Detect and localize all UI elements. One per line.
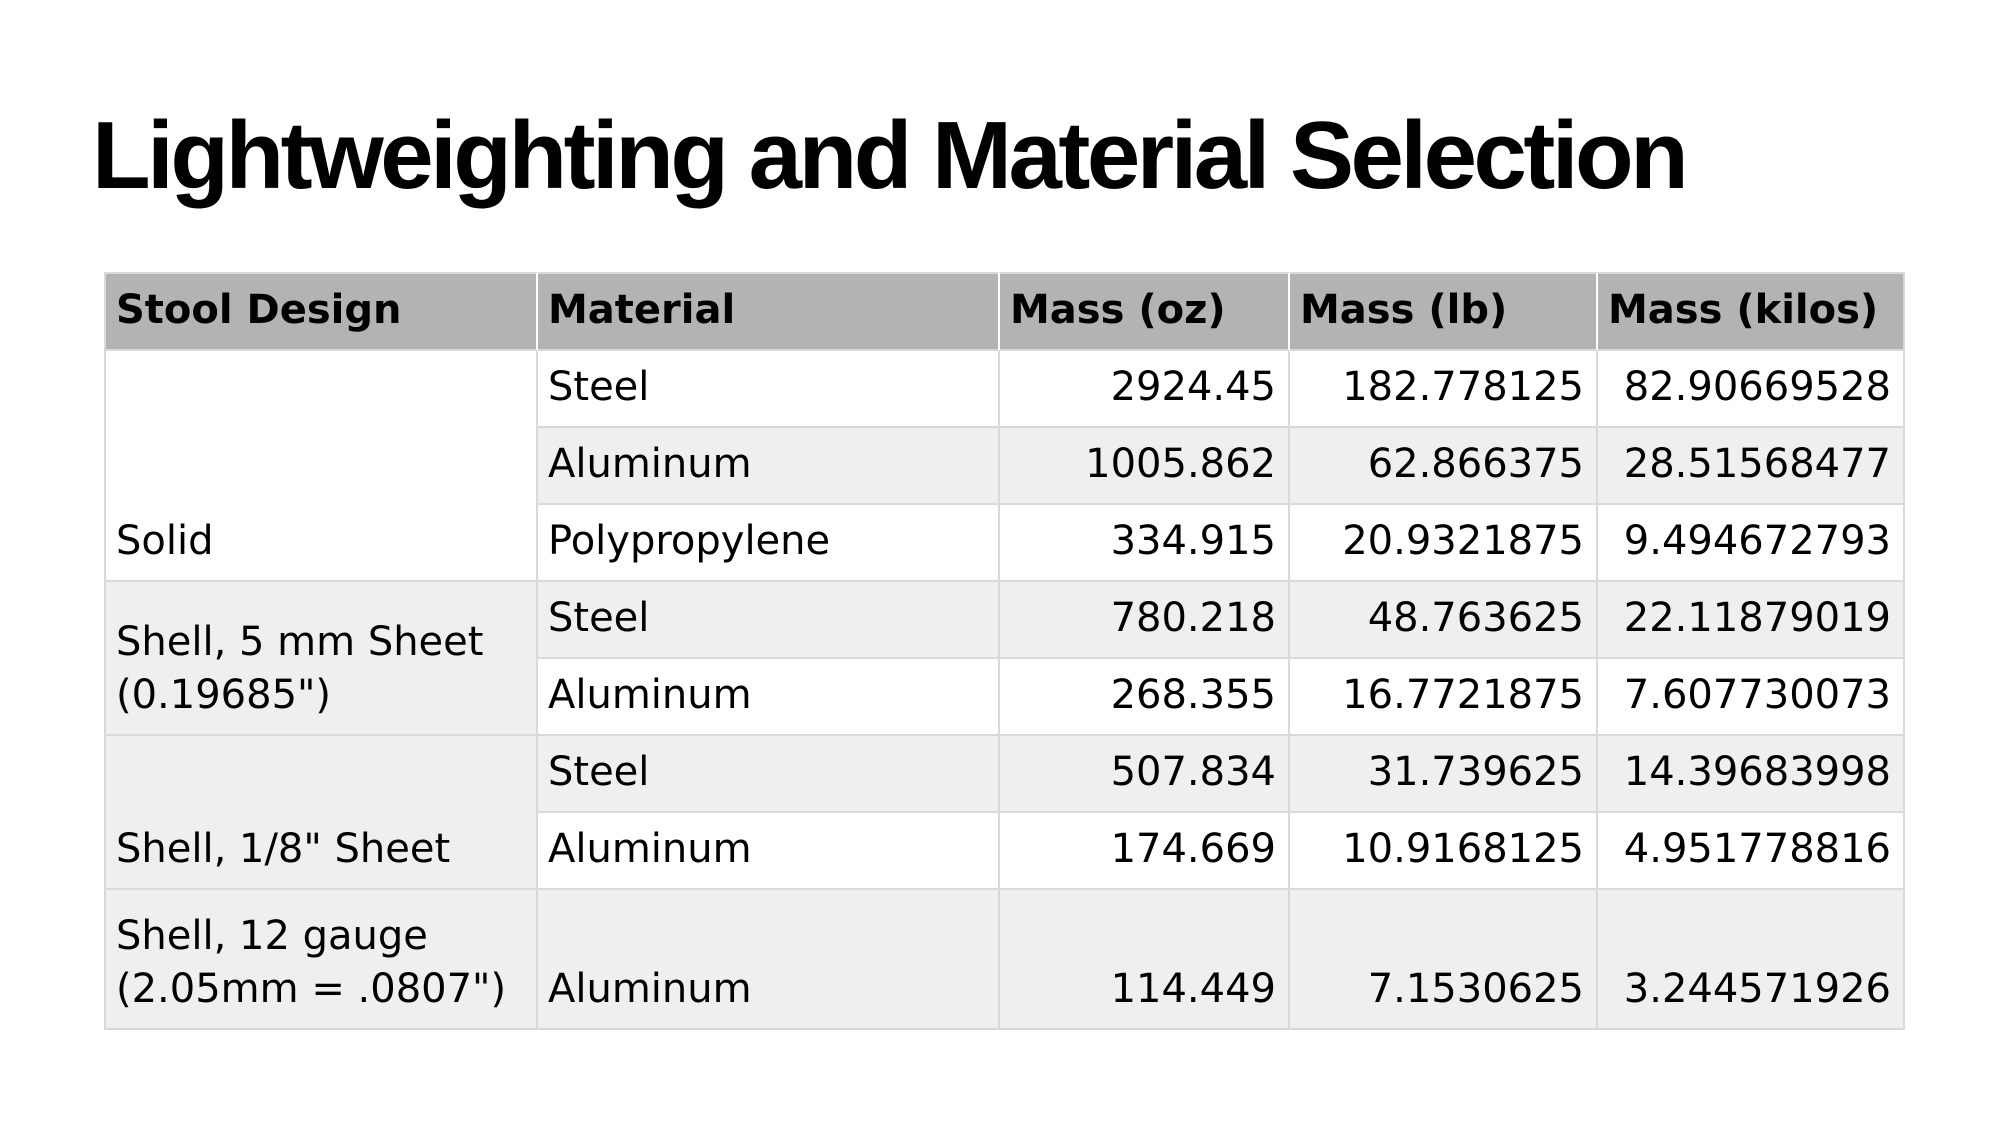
mass-oz-cell: 1005.862	[1000, 428, 1290, 505]
column-header-mass-lb: Mass (lb)	[1290, 272, 1598, 351]
mass-kilos-cell: 82.90669528	[1598, 351, 1905, 428]
mass-oz-cell: 174.669	[1000, 813, 1290, 890]
design-cell-shell-12-gauge: Shell, 12 gauge (2.05mm = .0807")	[104, 890, 538, 1030]
material-cell: Aluminum	[538, 813, 1000, 890]
material-cell: Steel	[538, 736, 1000, 813]
material-cell: Aluminum	[538, 659, 1000, 736]
design-label-line: Shell, 5 mm Sheet	[116, 619, 484, 666]
mass-lb-cell: 16.7721875	[1290, 659, 1598, 736]
mass-kilos-cell: 9.494672793	[1598, 505, 1905, 582]
mass-oz-cell: 114.449	[1000, 890, 1290, 1030]
mass-oz-cell: 268.355	[1000, 659, 1290, 736]
table-row: Aluminum 268.355 16.7721875 7.607730073	[104, 659, 1905, 736]
table-row: Shell, 5 mm Sheet (0.19685") Steel 780.2…	[104, 582, 1905, 736]
material-cell: Steel	[538, 351, 1000, 428]
mass-lb-cell: 48.763625	[1290, 582, 1598, 659]
mass-table: Stool Design Material Mass (oz) Mass (lb…	[104, 272, 1905, 1030]
mass-kilos-cell: 7.607730073	[1598, 659, 1905, 736]
material-cell: Polypropylene	[538, 505, 1000, 582]
mass-lb-cell: 10.9168125	[1290, 813, 1598, 890]
column-header-mass-oz: Mass (oz)	[1000, 272, 1290, 351]
column-header-material: Material	[538, 272, 1000, 351]
slide-title: Lightweighting and Material Selection	[92, 102, 1689, 209]
design-label-line: (0.19685")	[116, 672, 332, 719]
mass-lb-cell: 31.739625	[1290, 736, 1598, 813]
material-cell: Steel	[538, 582, 1000, 659]
table-row: Aluminum 174.669 10.9168125 4.951778816	[104, 813, 1905, 890]
design-label-line: (2.05mm = .0807")	[116, 966, 507, 1013]
mass-kilos-cell: 22.11879019	[1598, 582, 1905, 659]
design-cell-shell-one-eighth: Shell, 1/8" Sheet	[104, 736, 538, 890]
table-header-row: Stool Design Material Mass (oz) Mass (lb…	[104, 272, 1905, 351]
table-row: Aluminum 1005.862 62.866375 28.51568477	[104, 428, 1905, 505]
mass-oz-cell: 780.218	[1000, 582, 1290, 659]
mass-oz-cell: 507.834	[1000, 736, 1290, 813]
mass-kilos-cell: 14.39683998	[1598, 736, 1905, 813]
design-label: Shell, 1/8" Sheet	[116, 826, 451, 873]
mass-lb-cell: 182.778125	[1290, 351, 1598, 428]
design-label: Solid	[116, 518, 214, 565]
mass-kilos-cell: 4.951778816	[1598, 813, 1905, 890]
mass-lb-cell: 20.9321875	[1290, 505, 1598, 582]
column-header-stool-design: Stool Design	[104, 272, 538, 351]
table-row: Shell, 1/8" Sheet Steel 507.834 31.73962…	[104, 736, 1905, 890]
design-cell-solid: Solid	[104, 351, 538, 582]
column-header-mass-kilos: Mass (kilos)	[1598, 272, 1905, 351]
mass-oz-cell: 2924.45	[1000, 351, 1290, 428]
table-row: Solid Steel 2924.45 182.778125 82.906695…	[104, 351, 1905, 582]
design-cell-shell-5mm: Shell, 5 mm Sheet (0.19685")	[104, 582, 538, 736]
mass-kilos-cell: 28.51568477	[1598, 428, 1905, 505]
material-cell: Aluminum	[538, 890, 1000, 1030]
table-row: Shell, 12 gauge (2.05mm = .0807") Alumin…	[104, 890, 1905, 1030]
mass-lb-cell: 62.866375	[1290, 428, 1598, 505]
table-row: Polypropylene 334.915 20.9321875 9.49467…	[104, 505, 1905, 582]
mass-oz-cell: 334.915	[1000, 505, 1290, 582]
mass-lb-cell: 7.1530625	[1290, 890, 1598, 1030]
design-label-line: Shell, 12 gauge	[116, 913, 428, 960]
material-cell: Aluminum	[538, 428, 1000, 505]
mass-kilos-cell: 3.244571926	[1598, 890, 1905, 1030]
